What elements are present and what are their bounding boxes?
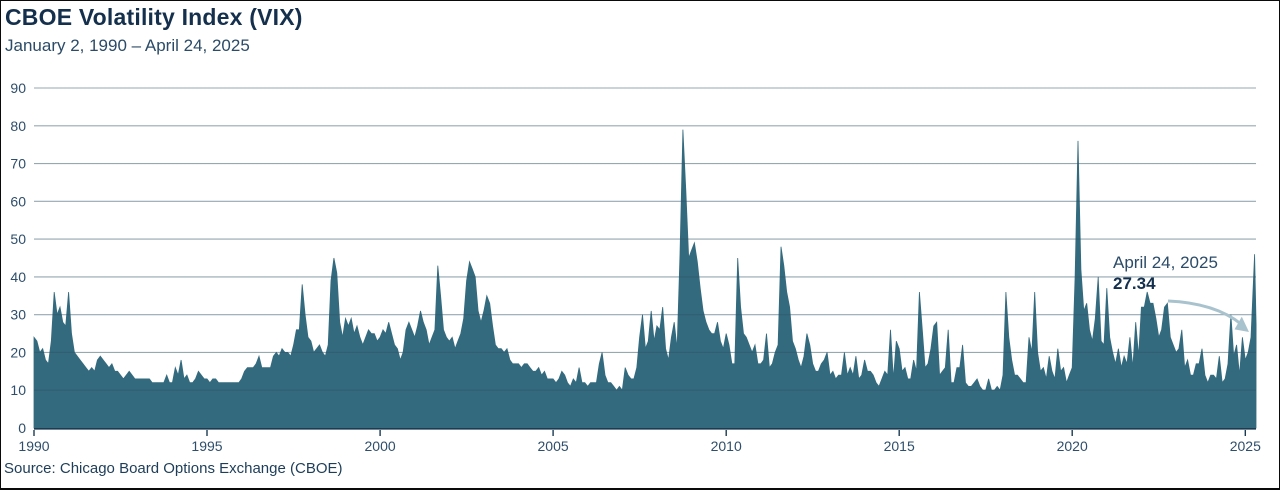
chart-subtitle: January 2, 1990 – April 24, 2025 bbox=[5, 36, 250, 55]
x-axis-label-2005: 2005 bbox=[538, 438, 569, 454]
y-axis-label-60: 60 bbox=[10, 193, 26, 209]
y-axis-label-70: 70 bbox=[10, 156, 26, 172]
x-axis-label-2010: 2010 bbox=[711, 438, 742, 454]
annotation-arrow-line bbox=[1167, 299, 1242, 326]
annotation-arrow-head bbox=[1234, 316, 1249, 332]
x-axis-label-2025: 2025 bbox=[1230, 438, 1261, 454]
chart-title: CBOE Volatility Index (VIX) bbox=[5, 4, 303, 30]
last-point-annotation: April 24, 2025 27.34 bbox=[1113, 252, 1218, 295]
y-axis-label-50: 50 bbox=[10, 231, 26, 247]
annotation-value: 27.34 bbox=[1113, 274, 1156, 294]
y-axis-label-40: 40 bbox=[10, 269, 26, 285]
y-axis-label-80: 80 bbox=[10, 118, 26, 134]
source-note: Source: Chicago Board Options Exchange (… bbox=[4, 460, 343, 477]
y-axis-label-90: 90 bbox=[10, 80, 26, 96]
x-axis-label-2020: 2020 bbox=[1057, 438, 1088, 454]
x-axis-label-1990: 1990 bbox=[18, 438, 49, 454]
x-axis-label-2015: 2015 bbox=[884, 438, 915, 454]
y-axis-label-20: 20 bbox=[10, 344, 26, 360]
y-axis-label-30: 30 bbox=[10, 307, 26, 323]
annotation-date: April 24, 2025 bbox=[1113, 253, 1218, 272]
x-axis-label-1995: 1995 bbox=[191, 438, 222, 454]
vix-area-series bbox=[33, 129, 1257, 429]
y-axis-label-0: 0 bbox=[18, 420, 26, 436]
y-axis-label-10: 10 bbox=[10, 382, 26, 398]
x-axis-label-2000: 2000 bbox=[365, 438, 396, 454]
